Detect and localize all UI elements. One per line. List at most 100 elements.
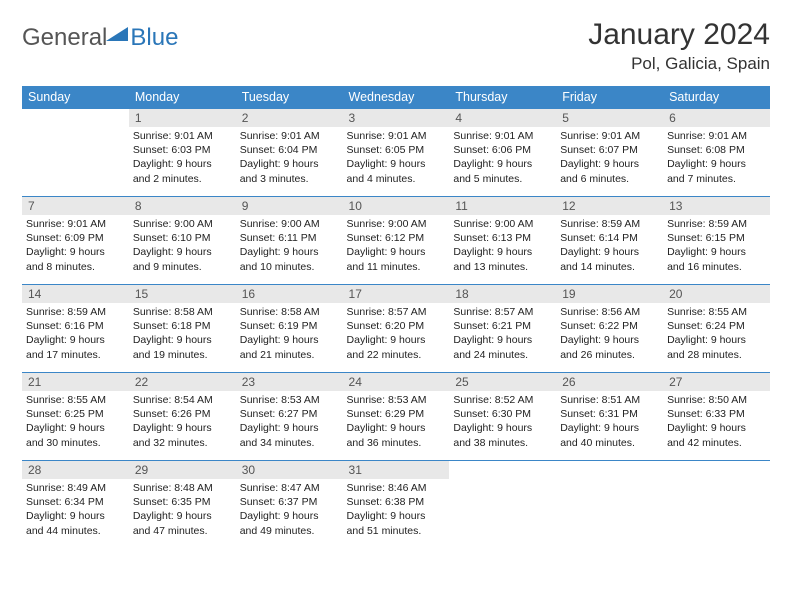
day-number: 10 (343, 197, 450, 215)
calendar-cell: 1Sunrise: 9:01 AMSunset: 6:03 PMDaylight… (129, 109, 236, 197)
calendar-cell: 8Sunrise: 9:00 AMSunset: 6:10 PMDaylight… (129, 197, 236, 285)
calendar-cell (22, 109, 129, 197)
calendar-cell: 14Sunrise: 8:59 AMSunset: 6:16 PMDayligh… (22, 285, 129, 373)
day-number: 1 (129, 109, 236, 127)
calendar-cell: 24Sunrise: 8:53 AMSunset: 6:29 PMDayligh… (343, 373, 450, 461)
day-info: Sunrise: 8:46 AMSunset: 6:38 PMDaylight:… (343, 479, 450, 540)
day-number: 12 (556, 197, 663, 215)
calendar-cell: 16Sunrise: 8:58 AMSunset: 6:19 PMDayligh… (236, 285, 343, 373)
day-number: 26 (556, 373, 663, 391)
month-title: January 2024 (588, 18, 770, 52)
calendar-cell: 9Sunrise: 9:00 AMSunset: 6:11 PMDaylight… (236, 197, 343, 285)
day-info: Sunrise: 8:55 AMSunset: 6:25 PMDaylight:… (22, 391, 129, 452)
day-number: 19 (556, 285, 663, 303)
day-info: Sunrise: 8:59 AMSunset: 6:15 PMDaylight:… (663, 215, 770, 276)
day-info: Sunrise: 9:00 AMSunset: 6:13 PMDaylight:… (449, 215, 556, 276)
day-number: 24 (343, 373, 450, 391)
day-info: Sunrise: 9:01 AMSunset: 6:08 PMDaylight:… (663, 127, 770, 188)
calendar-cell: 22Sunrise: 8:54 AMSunset: 6:26 PMDayligh… (129, 373, 236, 461)
day-info: Sunrise: 8:53 AMSunset: 6:27 PMDaylight:… (236, 391, 343, 452)
calendar-body: 1Sunrise: 9:01 AMSunset: 6:03 PMDaylight… (22, 109, 770, 549)
calendar-cell: 2Sunrise: 9:01 AMSunset: 6:04 PMDaylight… (236, 109, 343, 197)
day-number: 7 (22, 197, 129, 215)
weekday-header: Tuesday (236, 86, 343, 109)
day-number: 2 (236, 109, 343, 127)
weekday-header: Saturday (663, 86, 770, 109)
calendar-cell: 21Sunrise: 8:55 AMSunset: 6:25 PMDayligh… (22, 373, 129, 461)
day-number: 27 (663, 373, 770, 391)
calendar-cell: 12Sunrise: 8:59 AMSunset: 6:14 PMDayligh… (556, 197, 663, 285)
day-info: Sunrise: 9:01 AMSunset: 6:05 PMDaylight:… (343, 127, 450, 188)
brand-part2: Blue (130, 24, 178, 52)
calendar-cell (663, 461, 770, 549)
day-number: 16 (236, 285, 343, 303)
calendar-cell: 18Sunrise: 8:57 AMSunset: 6:21 PMDayligh… (449, 285, 556, 373)
day-number: 15 (129, 285, 236, 303)
day-number: 11 (449, 197, 556, 215)
day-info: Sunrise: 9:01 AMSunset: 6:09 PMDaylight:… (22, 215, 129, 276)
day-number: 29 (129, 461, 236, 479)
weekday-header: Wednesday (343, 86, 450, 109)
day-info: Sunrise: 8:57 AMSunset: 6:21 PMDaylight:… (449, 303, 556, 364)
calendar-cell: 3Sunrise: 9:01 AMSunset: 6:05 PMDaylight… (343, 109, 450, 197)
calendar-cell: 25Sunrise: 8:52 AMSunset: 6:30 PMDayligh… (449, 373, 556, 461)
calendar-cell (449, 461, 556, 549)
weekday-header: Monday (129, 86, 236, 109)
day-info: Sunrise: 9:01 AMSunset: 6:04 PMDaylight:… (236, 127, 343, 188)
day-number: 9 (236, 197, 343, 215)
day-number: 13 (663, 197, 770, 215)
day-info: Sunrise: 8:59 AMSunset: 6:16 PMDaylight:… (22, 303, 129, 364)
day-number: 6 (663, 109, 770, 127)
day-info: Sunrise: 9:01 AMSunset: 6:06 PMDaylight:… (449, 127, 556, 188)
calendar-cell: 10Sunrise: 9:00 AMSunset: 6:12 PMDayligh… (343, 197, 450, 285)
day-number: 8 (129, 197, 236, 215)
day-info: Sunrise: 8:51 AMSunset: 6:31 PMDaylight:… (556, 391, 663, 452)
day-info: Sunrise: 9:00 AMSunset: 6:10 PMDaylight:… (129, 215, 236, 276)
calendar-cell: 11Sunrise: 9:00 AMSunset: 6:13 PMDayligh… (449, 197, 556, 285)
calendar-cell: 27Sunrise: 8:50 AMSunset: 6:33 PMDayligh… (663, 373, 770, 461)
day-number: 23 (236, 373, 343, 391)
day-info: Sunrise: 8:59 AMSunset: 6:14 PMDaylight:… (556, 215, 663, 276)
brand-part1: General (22, 24, 107, 52)
calendar-cell: 30Sunrise: 8:47 AMSunset: 6:37 PMDayligh… (236, 461, 343, 549)
day-number: 22 (129, 373, 236, 391)
day-number: 4 (449, 109, 556, 127)
day-number: 20 (663, 285, 770, 303)
day-number: 28 (22, 461, 129, 479)
day-info: Sunrise: 8:53 AMSunset: 6:29 PMDaylight:… (343, 391, 450, 452)
calendar-cell: 7Sunrise: 9:01 AMSunset: 6:09 PMDaylight… (22, 197, 129, 285)
calendar-cell: 28Sunrise: 8:49 AMSunset: 6:34 PMDayligh… (22, 461, 129, 549)
day-number: 25 (449, 373, 556, 391)
calendar-cell: 13Sunrise: 8:59 AMSunset: 6:15 PMDayligh… (663, 197, 770, 285)
calendar-cell: 26Sunrise: 8:51 AMSunset: 6:31 PMDayligh… (556, 373, 663, 461)
day-info: Sunrise: 8:56 AMSunset: 6:22 PMDaylight:… (556, 303, 663, 364)
brand-triangle-icon (106, 27, 128, 41)
day-info: Sunrise: 8:55 AMSunset: 6:24 PMDaylight:… (663, 303, 770, 364)
weekday-header: Sunday (22, 86, 129, 109)
brand-logo: General Blue (22, 24, 178, 52)
calendar-cell (556, 461, 663, 549)
day-info: Sunrise: 9:00 AMSunset: 6:12 PMDaylight:… (343, 215, 450, 276)
day-info: Sunrise: 8:47 AMSunset: 6:37 PMDaylight:… (236, 479, 343, 540)
calendar-head: SundayMondayTuesdayWednesdayThursdayFrid… (22, 86, 770, 109)
day-info: Sunrise: 8:52 AMSunset: 6:30 PMDaylight:… (449, 391, 556, 452)
day-number: 18 (449, 285, 556, 303)
day-number: 3 (343, 109, 450, 127)
day-info: Sunrise: 9:01 AMSunset: 6:07 PMDaylight:… (556, 127, 663, 188)
day-number: 5 (556, 109, 663, 127)
day-info: Sunrise: 8:49 AMSunset: 6:34 PMDaylight:… (22, 479, 129, 540)
day-number: 17 (343, 285, 450, 303)
calendar-cell: 20Sunrise: 8:55 AMSunset: 6:24 PMDayligh… (663, 285, 770, 373)
day-number: 21 (22, 373, 129, 391)
weekday-header: Thursday (449, 86, 556, 109)
calendar-cell: 29Sunrise: 8:48 AMSunset: 6:35 PMDayligh… (129, 461, 236, 549)
calendar-page: General Blue January 2024 Pol, Galicia, … (0, 0, 792, 559)
calendar-cell: 23Sunrise: 8:53 AMSunset: 6:27 PMDayligh… (236, 373, 343, 461)
calendar-cell: 31Sunrise: 8:46 AMSunset: 6:38 PMDayligh… (343, 461, 450, 549)
calendar-cell: 5Sunrise: 9:01 AMSunset: 6:07 PMDaylight… (556, 109, 663, 197)
day-info: Sunrise: 8:54 AMSunset: 6:26 PMDaylight:… (129, 391, 236, 452)
day-info: Sunrise: 9:01 AMSunset: 6:03 PMDaylight:… (129, 127, 236, 188)
day-info: Sunrise: 8:50 AMSunset: 6:33 PMDaylight:… (663, 391, 770, 452)
day-number: 14 (22, 285, 129, 303)
calendar-cell: 15Sunrise: 8:58 AMSunset: 6:18 PMDayligh… (129, 285, 236, 373)
